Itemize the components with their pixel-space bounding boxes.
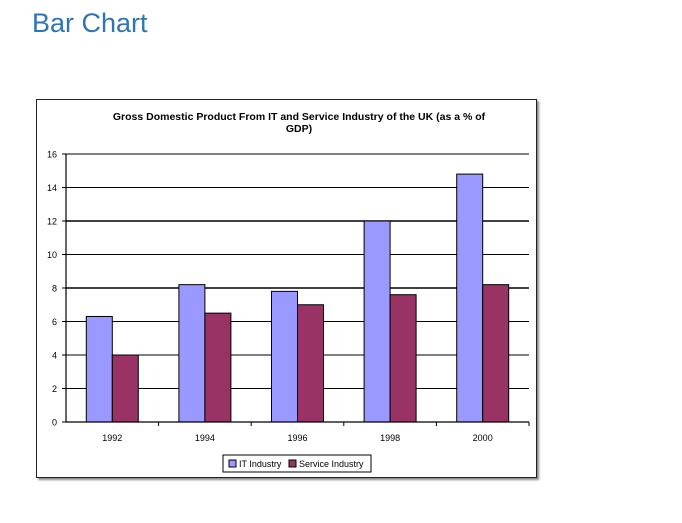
legend-label: IT Industry [239,459,282,469]
bar-it-industry-1998 [363,220,391,423]
bar-service-industry-1998 [389,294,417,423]
legend-swatch-it-industry [228,459,237,468]
chart-title-line-1: Gross Domestic Product From IT and Servi… [113,111,486,123]
y-tick-label: 0 [52,418,57,428]
bar-it-industry-1992 [85,315,113,423]
y-tick-label: 2 [52,384,57,394]
x-tick-label: 1996 [287,433,307,443]
x-tick-label: 1998 [380,433,400,443]
chart-frame: Gross Domestic Product From IT and Servi… [36,99,537,478]
x-tick-label: 1992 [102,433,122,443]
legend: IT Industry Service Industry [222,454,372,473]
y-tick-label: 10 [47,250,57,260]
y-tick-label: 14 [47,183,57,193]
bar-it-industry-1996 [271,290,298,423]
bar-service-industry-1992 [111,354,139,423]
axes: 0 2 4 6 8 10 12 14 16 1992 1994 1996 1998 2000 [47,150,530,443]
legend-label: Service Industry [299,459,364,469]
x-tick-label: 2000 [473,433,493,443]
y-tick-label: 6 [52,317,57,327]
bar-it-industry-1994 [178,284,206,423]
bar-service-industry-1994 [204,312,232,423]
chart-title-line-2: GDP) [286,123,312,135]
y-tick-label: 16 [47,150,57,160]
y-tick-label: 4 [52,351,57,361]
bars [85,173,510,423]
page-heading: Bar Chart [32,8,148,38]
bar-it-industry-2000 [456,173,484,423]
bar-service-industry-1996 [297,304,324,423]
x-tick-label: 1994 [195,433,215,443]
bar-service-industry-2000 [482,284,510,423]
grid-lines [66,153,529,389]
legend-box [222,454,372,473]
y-tick-label: 12 [47,217,57,227]
bar-chart: Gross Domestic Product From IT and Servi… [47,111,530,473]
legend-swatch-service-industry [288,459,297,468]
y-tick-label: 8 [52,284,57,294]
